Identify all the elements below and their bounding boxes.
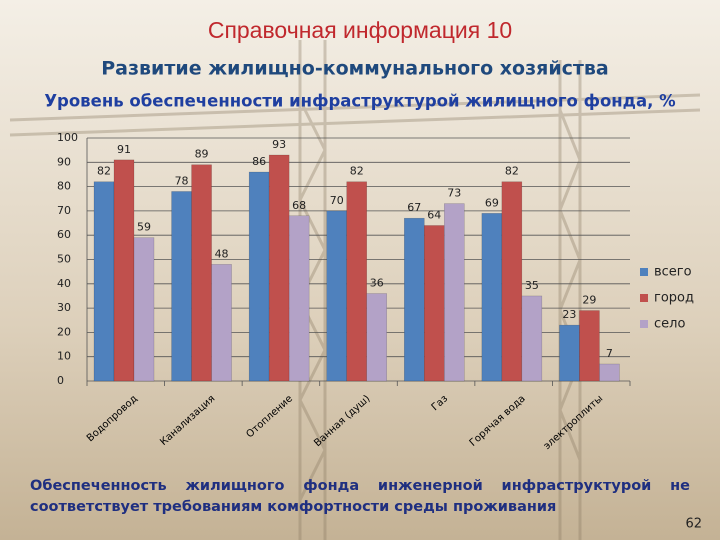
bar (599, 363, 620, 382)
bar (501, 181, 523, 382)
bar (268, 154, 290, 382)
y-tick-label: 10 (57, 350, 71, 363)
value-label: 82 (350, 165, 364, 178)
bar (481, 213, 503, 382)
bar (346, 181, 367, 382)
value-label: 67 (407, 201, 421, 214)
value-label: 29 (582, 294, 596, 307)
chart-title: Уровень обеспеченности инфраструктурой ж… (44, 92, 676, 111)
bar (288, 215, 310, 382)
bar (326, 210, 347, 382)
y-tick-label: 0 (57, 374, 64, 387)
slide-subtitle: Развитие жилищно-коммунального хозяйства (101, 58, 609, 80)
legend-label: всего (654, 265, 692, 280)
value-label: 48 (215, 247, 229, 260)
value-label: 70 (330, 194, 344, 207)
value-label: 59 (137, 221, 151, 234)
bar (404, 217, 425, 382)
bar (211, 264, 232, 382)
value-label: 35 (525, 279, 539, 292)
value-label: 91 (117, 143, 131, 156)
y-tick-label: 20 (57, 325, 71, 338)
y-tick-label: 30 (57, 301, 71, 314)
bar (424, 225, 445, 382)
bar (521, 295, 543, 382)
y-tick-label: 60 (57, 228, 71, 241)
y-tick-label: 90 (57, 155, 71, 168)
y-tick-label: 70 (57, 204, 71, 217)
value-label: 69 (485, 196, 499, 209)
bar (579, 310, 600, 382)
value-label: 78 (175, 174, 189, 187)
value-label: 64 (427, 208, 441, 221)
bar (366, 293, 387, 382)
y-tick-label: 40 (57, 277, 71, 290)
note-box: Обеспеченность жилищного фонда инженерно… (30, 478, 690, 515)
legend-label: село (654, 317, 685, 332)
slide-title: Справочная информация 10 (208, 17, 512, 43)
bar (171, 191, 192, 382)
value-label: 36 (370, 277, 384, 290)
bar (559, 324, 580, 382)
legend-swatch (640, 320, 648, 328)
value-label: 82 (97, 165, 111, 178)
bar (113, 159, 135, 382)
legend-swatch (640, 268, 648, 276)
y-tick-label: 80 (57, 180, 71, 193)
note: Обеспеченность жилищного фонда инженерно… (30, 478, 690, 515)
y-tick-label: 100 (57, 131, 78, 144)
page-number: 62 (685, 517, 702, 532)
value-label: 82 (505, 165, 519, 178)
value-label: 86 (252, 155, 266, 168)
value-label: 93 (272, 138, 286, 151)
bar (133, 237, 155, 382)
legend-label: город (654, 291, 694, 306)
value-label: 23 (562, 308, 576, 321)
value-label: 7 (606, 347, 613, 360)
bar (444, 203, 465, 382)
bar (248, 171, 270, 382)
value-label: 73 (447, 187, 461, 200)
bar (93, 181, 115, 382)
value-label: 68 (292, 199, 306, 212)
bar (191, 164, 212, 382)
legend-swatch (640, 294, 648, 302)
value-label: 89 (195, 148, 209, 161)
y-tick-label: 50 (57, 253, 71, 266)
